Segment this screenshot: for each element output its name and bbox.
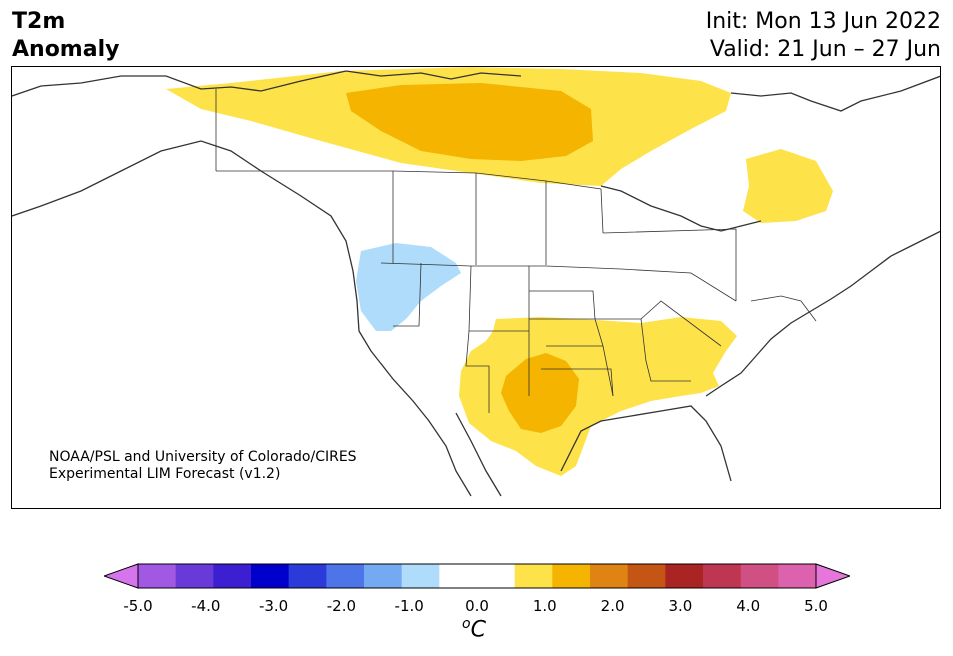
- credit-line-2: Experimental LIM Forecast (v1.2): [49, 466, 281, 482]
- colorbar-bin: [665, 564, 704, 588]
- anomaly-region-northern-canada-hot: [346, 83, 593, 161]
- map-title: T2m Anomaly: [12, 8, 119, 64]
- colorbar-bin: [288, 564, 327, 588]
- colorbar-tick-label: 0.0: [465, 597, 489, 615]
- colorbar-bin: [326, 564, 365, 588]
- anomaly-label: Anomaly: [12, 37, 120, 62]
- colorbar-legend: [104, 563, 850, 589]
- map-panel: [11, 66, 941, 509]
- colorbar-bin: [138, 564, 177, 588]
- units-letter: C: [470, 617, 486, 643]
- colorbar-tick-label: 5.0: [804, 597, 828, 615]
- anomaly-map: [12, 67, 940, 497]
- colorbar-tick-label: 2.0: [600, 597, 625, 615]
- forecast-credit: NOAA/PSL and University of Colorado/CIRE…: [49, 449, 357, 483]
- colorbar-tick-label: -4.0: [191, 597, 221, 615]
- colorbar-bin: [514, 564, 553, 588]
- colorbar-tick-label: -5.0: [123, 597, 153, 615]
- colorbar-bin: [740, 564, 779, 588]
- colorbar-bin: [439, 564, 478, 588]
- credit-line-1: NOAA/PSL and University of Colorado/CIRE…: [49, 449, 357, 465]
- colorbar-under-triangle: [104, 563, 139, 589]
- date-info: Init: Mon 13 Jun 2022 Valid: 21 Jun – 27…: [706, 8, 941, 64]
- anomaly-region-central-us-warm: [459, 317, 737, 476]
- colorbar-tick-label: 4.0: [736, 597, 761, 615]
- political-borders: [215, 89, 817, 413]
- colorbar-tick-label: -2.0: [326, 597, 357, 615]
- colorbar-over-triangle: [815, 563, 850, 589]
- colorbar-tick-label: 3.0: [668, 597, 693, 615]
- colorbar-ticks: -5.0 -4.0 -3.0 -2.0 -1.0 0.0 1.0 2.0 3.0 4.0 5.0: [0, 597, 953, 617]
- colorbar-tick-label: 1.0: [532, 597, 557, 615]
- colorbar-bins: [138, 564, 817, 588]
- anomaly-region-quebec-labrador-warm: [743, 149, 833, 223]
- init-date: Init: Mon 13 Jun 2022: [705, 9, 941, 34]
- colorbar-bin: [213, 564, 252, 588]
- colorbar-bin: [703, 564, 742, 588]
- anomaly-region-southern-plains-hot: [501, 353, 579, 433]
- colorbar-bin: [627, 564, 666, 588]
- units-label: oC: [462, 616, 486, 642]
- colorbar-bin: [552, 564, 591, 588]
- anomaly-fills: [166, 67, 833, 476]
- colorbar-tick-label: -3.0: [258, 597, 289, 615]
- degree-symbol: o: [462, 616, 471, 632]
- colorbar-outline: [137, 563, 817, 589]
- colorbar-bin: [175, 564, 214, 588]
- colorbar-bin: [401, 564, 440, 588]
- colorbar-bin: [251, 564, 290, 588]
- colorbar-bin: [778, 564, 817, 588]
- valid-range: Valid: 21 Jun – 27 Jun: [709, 37, 941, 62]
- anomaly-region-pacific-northwest-cool: [356, 243, 461, 331]
- coastlines: [12, 70, 940, 497]
- colorbar-bin: [590, 564, 629, 588]
- variable-label: T2m: [12, 9, 66, 34]
- colorbar-tick-label: -1.0: [394, 597, 424, 615]
- colorbar-bin: [477, 564, 516, 588]
- colorbar-bin: [364, 564, 403, 588]
